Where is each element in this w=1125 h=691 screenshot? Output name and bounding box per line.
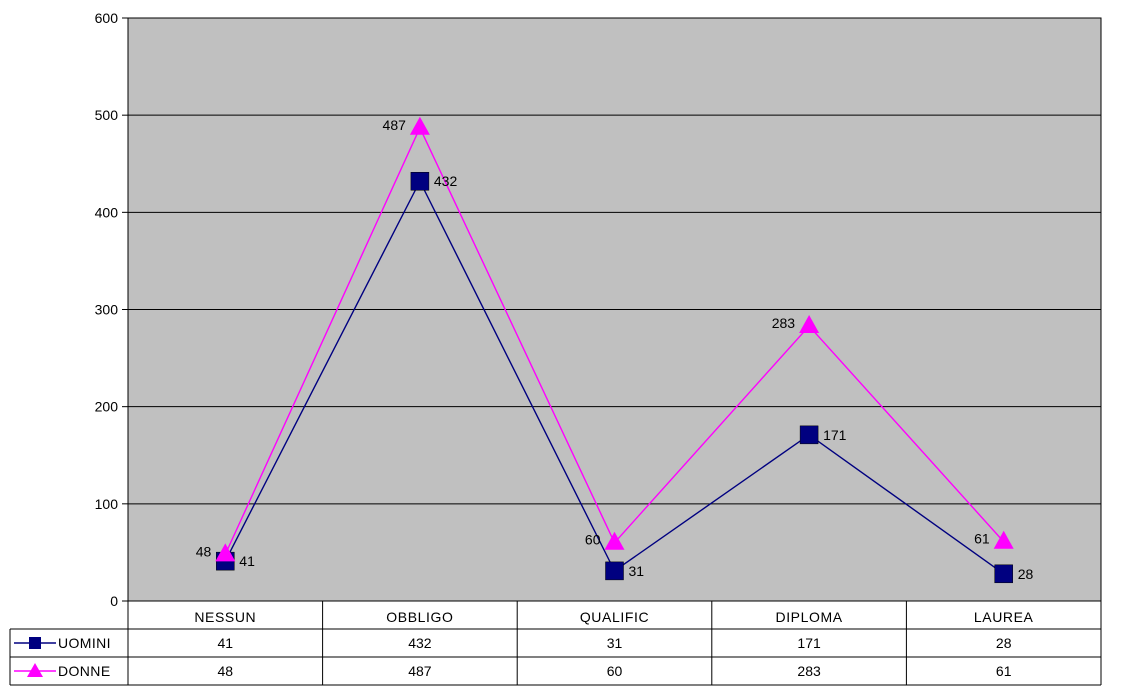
table-cell: 28 [996,635,1012,651]
data-point-triangle [993,530,1014,549]
y-tick-label: 300 [95,302,119,318]
data-table: NESSUN OBBLIGO QUALIFIC DIPLOMA LAUREA UOMINI… [9,601,1102,686]
legend-marker-triangle [27,663,43,677]
y-tick-label: 0 [110,593,118,609]
data-label: 48 [196,543,212,559]
y-tick-label: 400 [95,204,119,220]
table-cell: 61 [996,663,1012,679]
data-point-triangle [604,531,625,550]
table-cell: 283 [797,663,821,679]
table-cell: 41 [218,635,234,651]
data-point-square [799,425,819,445]
y-tick-label: 100 [95,496,119,512]
data-label: 60 [585,532,601,548]
table-cell: 60 [607,663,623,679]
data-label: 28 [1018,566,1034,582]
x-tick-label: LAUREA [974,609,1034,625]
data-label: 432 [434,173,458,189]
legend-label: UOMINI [58,635,111,651]
data-point-square [994,564,1013,584]
data-label: 31 [629,563,645,579]
table-cell: 432 [408,635,432,651]
table-cell: 31 [607,635,623,651]
gridlines [128,114,1101,505]
series-lines: 41 432 31 171 28 48 487 60 283 61 [196,116,1034,584]
data-point-square [410,171,430,191]
data-label: 41 [239,553,255,569]
data-label: 61 [974,531,990,547]
data-point-square [605,561,624,581]
data-label: 171 [823,427,847,443]
legend-label: DONNE [58,663,111,679]
table-cell: 487 [408,663,432,679]
data-point-triangle [409,116,430,135]
x-tick-label: DIPLOMA [775,609,842,625]
y-axis: 0 100 200 300 400 500 600 [95,10,128,609]
legend-marker-square [29,637,41,649]
data-label: 487 [383,117,407,133]
table-cell: 48 [218,663,234,679]
data-label: 283 [772,315,796,331]
y-tick-label: 600 [95,10,119,26]
x-tick-label: OBBLIGO [386,609,453,625]
data-point-triangle [799,315,820,334]
table-cell: 171 [797,635,821,651]
y-tick-label: 200 [95,399,119,415]
data-point-triangle [215,543,236,562]
x-tick-label: NESSUN [194,609,256,625]
x-tick-label: QUALIFIC [580,609,649,625]
y-tick-label: 500 [95,107,119,123]
